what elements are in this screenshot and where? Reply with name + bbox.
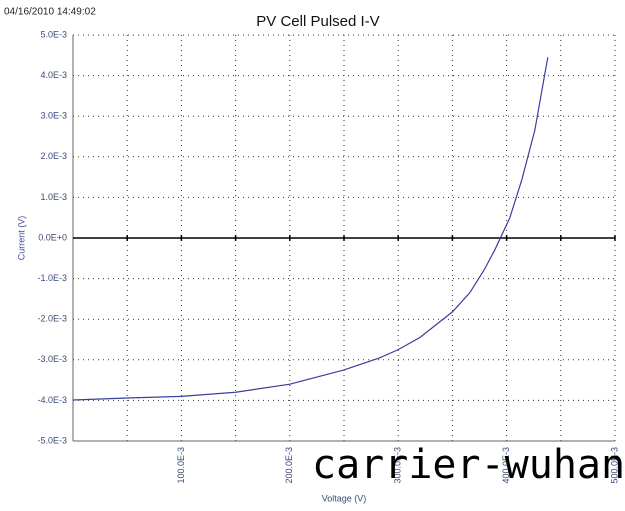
y-tick-label: -2.0E-3	[37, 314, 67, 324]
y-tick-label: 5.0E-3	[40, 29, 67, 39]
y-axis-label: Current (V)	[16, 216, 26, 261]
x-tick-label: 100.0E-3	[176, 447, 186, 484]
y-tick-label: 0.0E+0	[38, 232, 67, 242]
chart-title: PV Cell Pulsed I-V	[256, 13, 379, 30]
x-tick-label: 400.0E-3	[501, 447, 511, 484]
x-tick-label: 300.0E-3	[393, 447, 403, 484]
y-tick-label: 4.0E-3	[40, 70, 67, 80]
y-tick-label: 2.0E-3	[40, 151, 67, 161]
y-tick-label: -1.0E-3	[37, 273, 67, 283]
x-axis-label: Voltage (V)	[322, 493, 367, 503]
watermark: carrier-wuhan	[312, 442, 625, 488]
y-tick-label: -5.0E-3	[37, 435, 67, 445]
x-tick-label: 200.0E-3	[284, 447, 294, 484]
y-tick-label: 1.0E-3	[40, 192, 67, 202]
timestamp: 04/16/2010 14:49:02	[4, 7, 96, 18]
y-tick-label: -3.0E-3	[37, 354, 67, 364]
data-line	[72, 57, 549, 401]
x-tick-label: 500.0E-3	[609, 447, 619, 484]
y-tick-label: 3.0E-3	[40, 111, 67, 121]
y-tick-label: -4.0E-3	[37, 395, 67, 405]
